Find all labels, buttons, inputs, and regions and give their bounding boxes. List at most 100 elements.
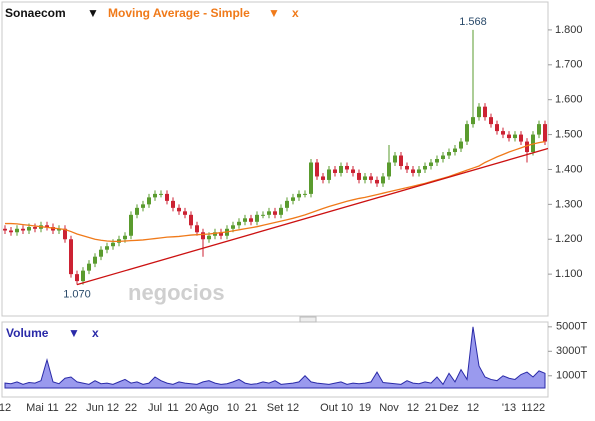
grip[interactable]	[299, 316, 317, 323]
legend-close[interactable]: x	[92, 326, 99, 340]
candle-body	[141, 204, 145, 208]
candle-body	[87, 263, 91, 271]
candle-body	[357, 172, 361, 180]
x-tick-label: 21	[245, 402, 257, 414]
x-tick-label: 22	[125, 402, 137, 414]
candle-body	[237, 221, 241, 226]
candle-body	[33, 227, 37, 229]
candle-body	[537, 124, 541, 135]
candle-body	[423, 165, 427, 170]
candle-body	[459, 141, 463, 149]
candle-body	[291, 197, 295, 201]
candle-body	[309, 162, 313, 194]
candle-body	[543, 124, 547, 142]
candle-body	[189, 214, 193, 226]
candle-body	[255, 214, 259, 222]
legend-entry[interactable]: Sonaecom	[5, 6, 66, 20]
candle-body	[15, 228, 19, 233]
y-tick-label: 1.600	[555, 94, 583, 106]
y-tick-label: 1.700	[555, 59, 583, 71]
price-panel	[1, 1, 549, 317]
candle-body	[333, 169, 337, 173]
candle-body	[435, 159, 439, 163]
x-tick-label: 20	[185, 402, 197, 414]
x-tick-label: 10	[341, 402, 353, 414]
candle-body	[153, 193, 157, 198]
legend-dropdown[interactable]: ▼	[68, 326, 80, 340]
candle-body	[483, 106, 487, 118]
x-tick-label: Set	[267, 402, 284, 414]
legend-entry[interactable]: Volume	[6, 326, 49, 340]
candle-body	[75, 274, 79, 282]
legend-dropdown[interactable]: ▼	[268, 6, 280, 20]
candle-body	[243, 218, 247, 222]
x-tick-label: 12	[407, 402, 419, 414]
candle-body	[99, 249, 103, 257]
candle-body	[279, 207, 283, 215]
candle-body	[171, 200, 175, 208]
watermark: negocios	[128, 280, 225, 305]
candle-body	[261, 214, 265, 216]
candle-body	[9, 230, 13, 233]
candle-body	[465, 124, 469, 142]
x-tick-label: 12	[287, 402, 299, 414]
x-tick-label: Ago	[199, 402, 219, 414]
x-tick-label: Jun	[86, 402, 104, 414]
candle-body	[507, 134, 511, 139]
candle-body	[405, 165, 409, 170]
x-tick-label: Nov	[379, 402, 399, 414]
candle-body	[105, 246, 109, 250]
candle-body	[321, 176, 325, 180]
candle-body	[393, 155, 397, 163]
y-tick-label: 3000T	[556, 345, 587, 357]
candle-body	[45, 225, 49, 228]
x-tick-label: Mai	[26, 402, 44, 414]
candle-body	[3, 228, 7, 231]
candle-body	[273, 211, 277, 215]
annotation: 1.070	[63, 289, 91, 301]
candle-body	[177, 207, 181, 212]
candle-body	[531, 134, 535, 153]
x-tick-label: Jul	[148, 402, 162, 414]
legend-entry[interactable]: Moving Average - Simple	[108, 6, 250, 20]
x-tick-label: 19	[359, 402, 371, 414]
candle-body	[201, 232, 205, 240]
candle-body	[489, 117, 493, 125]
candle-body	[417, 169, 421, 173]
candle-body	[213, 232, 217, 236]
legend-dropdown[interactable]: ▼	[87, 6, 99, 20]
y-tick-label: 1.200	[555, 233, 583, 245]
candle-body	[69, 239, 73, 275]
volume-area	[4, 326, 546, 389]
x-tick-label: 11	[47, 402, 58, 414]
candle-body	[513, 134, 517, 139]
y-tick-label: 1.400	[555, 163, 583, 175]
splitter-grip[interactable]	[299, 316, 317, 323]
candle-body	[339, 165, 343, 173]
candle-body	[381, 176, 385, 184]
candle-body	[345, 165, 349, 170]
y-tick-label: 1.100	[555, 268, 583, 280]
candle-body	[183, 211, 187, 215]
legend-close[interactable]: x	[292, 6, 299, 20]
x-tick-label: 10	[227, 402, 239, 414]
candle-body	[327, 169, 331, 180]
candle-body	[447, 152, 451, 156]
candle-body	[27, 227, 31, 231]
candle-body	[249, 218, 253, 222]
candle-body	[285, 200, 289, 208]
annotation: 1.568	[459, 16, 487, 28]
candle-body	[111, 242, 115, 247]
candle-body	[297, 193, 301, 198]
x-tick-label: 11	[521, 402, 532, 414]
x-tick-label: 12	[467, 402, 479, 414]
candle-body	[303, 193, 307, 195]
candle-body	[57, 228, 61, 231]
candle-body	[375, 179, 379, 184]
candle-body	[525, 141, 529, 153]
y-tick-label: 1.300	[555, 198, 583, 210]
candle-body	[315, 162, 319, 177]
x-tick-label: Dez	[439, 402, 459, 414]
candle-body	[207, 235, 211, 240]
x-tick-label: 12	[107, 402, 119, 414]
